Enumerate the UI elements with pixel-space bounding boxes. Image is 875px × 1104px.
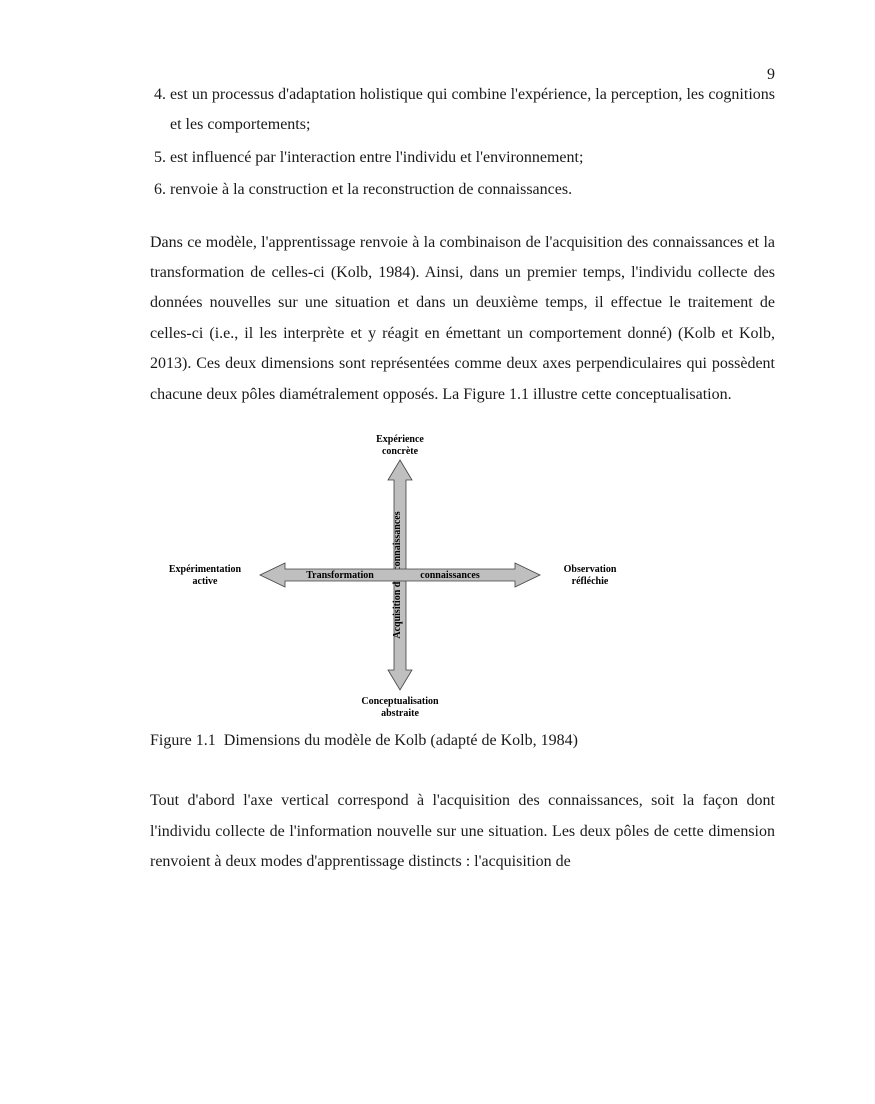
pole-label-left-1: Expérimentation — [169, 564, 242, 575]
figure-caption-prefix: Figure 1.1 — [150, 732, 216, 749]
pole-label-top-2: concrète — [382, 446, 419, 457]
list-item: est influencé par l'interaction entre l'… — [170, 143, 775, 173]
list-item: renvoie à la construction et la reconstr… — [170, 175, 775, 205]
pole-label-right-1: Observation — [564, 564, 617, 575]
paragraph-2: Tout d'abord l'axe vertical correspond à… — [150, 786, 775, 877]
numbered-list: est un processus d'adaptation holistique… — [150, 80, 775, 206]
page: 9 est un processus d'adaptation holistiq… — [0, 0, 875, 1104]
figure-caption-text: Dimensions du modèle de Kolb (adapté de … — [224, 732, 578, 749]
pole-label-top-1: Expérience — [376, 434, 424, 445]
figure-caption: Figure 1.1 Dimensions du modèle de Kolb … — [150, 726, 775, 756]
kolb-cross-diagram: Acquisition des connaissances Transforma… — [150, 430, 650, 720]
pole-label-right-2: réfléchie — [572, 576, 609, 587]
page-number: 9 — [767, 60, 775, 90]
pole-label-bottom-2: abstraite — [381, 708, 419, 719]
figure-kolb-dimensions: Acquisition des connaissances Transforma… — [150, 430, 775, 756]
horizontal-axis-label-left: Transformation — [306, 570, 374, 581]
pole-label-bottom-1: Conceptualisation — [361, 696, 439, 707]
paragraph-1: Dans ce modèle, l'apprentissage renvoie … — [150, 228, 775, 410]
horizontal-axis-label-right: connaissances — [420, 570, 480, 581]
list-item: est un processus d'adaptation holistique… — [170, 80, 775, 141]
pole-label-left-2: active — [193, 576, 219, 587]
